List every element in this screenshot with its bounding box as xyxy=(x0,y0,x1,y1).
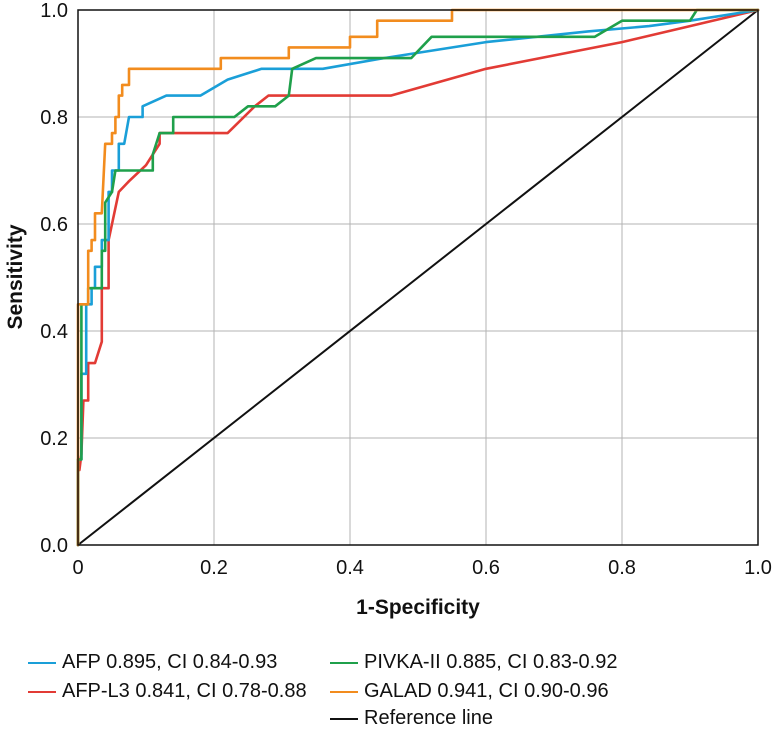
series-line-reference xyxy=(77,9,759,546)
y-tick-label: 0.6 xyxy=(40,214,68,236)
y-tick-label: 0.2 xyxy=(40,428,68,450)
plot-frame xyxy=(77,9,759,546)
y-axis-title: Sensitivity xyxy=(4,224,27,329)
y-tick-label: 1.0 xyxy=(40,0,68,22)
y-tick-label: 0.0 xyxy=(40,535,68,557)
x-axis-title: 1-Specificity xyxy=(356,596,480,619)
series-lines xyxy=(76,8,760,547)
series-line-galad xyxy=(76,8,760,547)
x-tick-label: 0 xyxy=(72,557,83,579)
x-tick-labels: 0 0.2 0.4 0.6 0.8 1.0 xyxy=(72,557,771,579)
y-tick-label: 0.8 xyxy=(40,107,68,129)
y-tick-labels: 0.0 0.2 0.4 0.6 0.8 1.0 xyxy=(40,0,68,557)
x-tick-label: 0.6 xyxy=(472,557,500,579)
x-tick-label: 0.2 xyxy=(200,557,228,579)
x-tick-label: 1.0 xyxy=(744,557,772,579)
x-tick-label: 0.4 xyxy=(336,557,364,579)
x-tick-label: 0.8 xyxy=(608,557,636,579)
y-tick-label: 0.4 xyxy=(40,321,68,343)
series-line-afp-l3 xyxy=(76,8,760,547)
